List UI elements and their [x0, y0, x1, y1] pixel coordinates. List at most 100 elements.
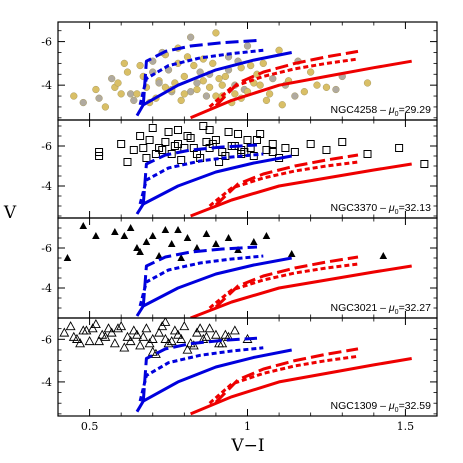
- mu-value: =29.29: [399, 104, 432, 116]
- data-point: [108, 74, 116, 83]
- data-point: [243, 42, 252, 50]
- model-track-red-short-dash: [208, 354, 359, 405]
- model-tracks: [135, 39, 412, 120]
- data-point: [122, 331, 133, 341]
- data-point: [224, 234, 233, 241]
- data-points: [63, 222, 388, 261]
- data-point: [174, 226, 182, 233]
- data-point: [177, 254, 185, 261]
- data-point: [147, 346, 158, 356]
- model-track-blue-solid: [135, 348, 292, 413]
- galaxy-name: NGC3021 –: [331, 302, 389, 314]
- data-point: [420, 160, 429, 168]
- plot-area: [63, 222, 412, 318]
- mu-value: =32.13: [399, 202, 432, 214]
- y-tick-label: -4: [41, 180, 52, 193]
- x-tick-label: 1.5: [397, 420, 415, 433]
- mu-symbol: μ: [388, 400, 395, 412]
- y-tick-label: -6: [41, 333, 52, 346]
- data-point: [133, 244, 141, 251]
- data-point: [202, 230, 211, 237]
- mu-value: =32.27: [399, 302, 432, 314]
- data-point: [133, 90, 141, 98]
- data-point: [300, 88, 309, 96]
- data-point: [180, 90, 188, 98]
- model-track-blue-short-dash: [138, 152, 264, 205]
- data-point: [215, 74, 223, 83]
- data-point: [338, 138, 347, 146]
- data-point: [229, 325, 240, 335]
- data-point: [234, 130, 243, 138]
- data-point: [100, 331, 111, 341]
- data-point: [139, 144, 148, 152]
- model-tracks: [135, 245, 412, 318]
- data-point: [116, 321, 127, 331]
- data-points: [70, 29, 372, 111]
- data-point: [322, 146, 331, 154]
- data-point: [195, 323, 206, 333]
- data-point: [117, 90, 125, 98]
- data-points: [95, 122, 429, 168]
- data-point: [120, 232, 129, 239]
- data-point: [155, 79, 163, 87]
- y-tick-label: -4: [41, 79, 52, 92]
- data-point: [103, 323, 114, 333]
- data-point: [363, 150, 372, 158]
- data-point: [154, 327, 165, 337]
- panel-label: NGC3370 – μ0=32.13: [331, 202, 432, 216]
- data-point: [212, 29, 220, 37]
- data-point: [278, 101, 286, 109]
- data-point: [215, 158, 224, 166]
- model-track-blue-long-dash: [141, 245, 258, 307]
- data-point: [164, 128, 173, 136]
- model-track-red-solid: [190, 59, 412, 120]
- data-point: [259, 59, 267, 68]
- data-point: [148, 232, 157, 239]
- data-point: [202, 138, 211, 146]
- model-track-red-short-dash: [208, 160, 359, 208]
- panel-ngc3021: -6 -4 NGC3021 – μ0=32.27: [41, 217, 438, 319]
- data-point: [265, 90, 274, 98]
- data-point: [119, 342, 130, 352]
- data-point: [136, 248, 144, 255]
- model-track-blue-long-dash: [141, 39, 258, 105]
- data-point: [128, 325, 139, 335]
- data-point: [129, 146, 138, 154]
- data-point: [79, 98, 87, 107]
- panel-label: NGC1309 – μ0=32.59: [331, 400, 432, 414]
- data-point: [221, 72, 230, 81]
- data-point: [155, 252, 163, 259]
- data-point: [87, 323, 98, 333]
- data-point: [287, 250, 296, 257]
- x-tick-label: 0.5: [81, 420, 99, 433]
- data-point: [130, 96, 138, 105]
- y-tick-label: -4: [41, 376, 52, 389]
- x-tick-labels: 0.5 1 1.5: [81, 420, 414, 433]
- data-point: [142, 154, 151, 162]
- data-point: [126, 90, 135, 98]
- data-point: [306, 140, 315, 148]
- data-point: [187, 88, 195, 96]
- data-point: [268, 148, 277, 156]
- data-point: [179, 321, 190, 331]
- mu-subscript: 0: [395, 111, 399, 118]
- model-track-red-long-dash: [214, 153, 359, 207]
- mu-symbol: μ: [388, 302, 395, 314]
- data-point: [262, 232, 271, 239]
- data-point: [183, 234, 192, 241]
- mu-symbol: μ: [388, 104, 395, 116]
- data-point: [90, 318, 101, 329]
- data-point: [132, 329, 142, 339]
- data-point: [136, 132, 145, 140]
- data-point: [138, 331, 149, 341]
- mu-subscript: 0: [395, 309, 399, 316]
- data-point: [183, 132, 192, 140]
- model-track-blue-short-dash: [138, 254, 264, 307]
- data-point: [123, 68, 132, 76]
- model-track-blue-short-dash: [138, 48, 264, 106]
- data-point: [84, 335, 95, 346]
- data-point: [71, 333, 82, 343]
- panel-label: NGC3021 – μ0=32.27: [331, 302, 432, 316]
